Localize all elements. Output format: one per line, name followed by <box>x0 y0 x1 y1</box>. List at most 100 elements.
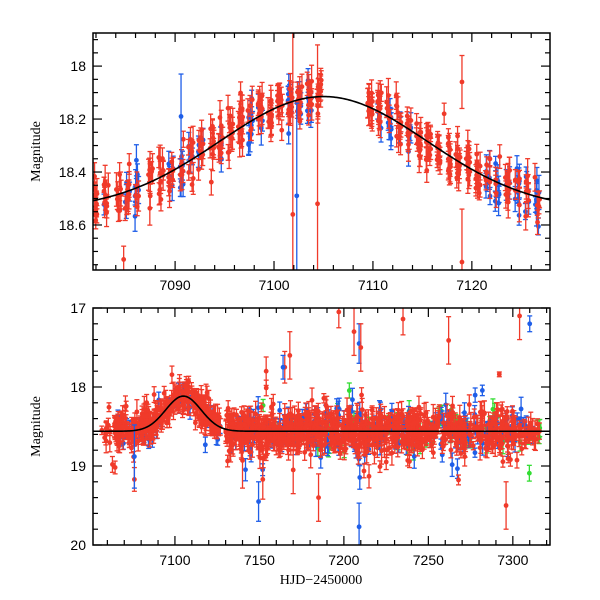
data-point-blue <box>472 387 478 403</box>
data-point-red <box>459 54 465 110</box>
data-point-red <box>389 440 395 466</box>
model-curve <box>93 95 550 202</box>
data-point-blue <box>357 465 363 490</box>
data-point-red <box>278 86 284 114</box>
data-point-red <box>423 123 429 149</box>
data-point-red <box>387 412 393 429</box>
data-point-red <box>441 102 447 126</box>
data-point-red <box>208 168 214 196</box>
data-point-red <box>170 381 176 410</box>
data-point-red <box>359 433 365 453</box>
bottom-panel-frame <box>92 307 551 546</box>
data-point-red <box>329 426 335 442</box>
data-point-red <box>259 422 265 448</box>
data-point-red <box>279 119 285 142</box>
data-point-red <box>506 156 512 185</box>
x-tick-label: 7200 <box>328 552 359 568</box>
data-point-red <box>532 162 538 192</box>
data-point-red <box>170 156 176 182</box>
data-point-red <box>428 422 434 433</box>
data-point-red <box>240 432 246 489</box>
data-point-red <box>226 113 232 134</box>
data-point-red <box>138 422 144 442</box>
data-point-red <box>379 420 385 447</box>
data-point-red <box>376 92 382 126</box>
data-point-red <box>516 187 522 223</box>
data-point-red <box>466 141 472 157</box>
data-point-red <box>371 435 377 446</box>
data-point-red <box>445 161 451 181</box>
data-point-red <box>429 437 435 452</box>
data-point-red <box>209 131 215 159</box>
data-point-red <box>363 438 369 450</box>
data-point-red <box>369 405 375 415</box>
data-point-red <box>430 446 436 459</box>
data-point-red <box>156 146 162 169</box>
top-panel-model-curve-group <box>93 95 550 202</box>
data-point-red <box>487 150 493 168</box>
data-point-red <box>404 106 410 126</box>
x-tick-label: 7110 <box>358 277 388 293</box>
bottom-panel-data <box>99 308 543 545</box>
data-point-blue <box>178 73 184 160</box>
data-point-red <box>386 440 392 456</box>
y-tick-label: 18.6 <box>59 217 86 233</box>
data-point-red <box>439 432 445 455</box>
data-point-red <box>497 144 503 170</box>
data-point-blue <box>356 502 362 545</box>
bottom-panel-model-curve-group <box>93 395 550 433</box>
data-point-red <box>290 445 296 495</box>
x-tick-label: 7090 <box>160 277 191 293</box>
data-point-red <box>459 208 465 270</box>
data-point-red <box>405 454 411 467</box>
data-point-red <box>103 422 109 443</box>
data-point-red <box>225 409 231 424</box>
data-point-red <box>351 308 357 357</box>
data-point-red <box>121 245 127 270</box>
data-point-red <box>155 401 161 417</box>
data-point-red <box>383 453 389 471</box>
y-tick-label: 18.4 <box>59 164 86 180</box>
data-point-red <box>101 176 107 194</box>
data-point-red <box>270 393 276 415</box>
data-point-red <box>302 443 308 461</box>
top-panel: 7090 7100 7110 7120 18 18.2 18.4 18.6 Magnitud… <box>29 32 551 293</box>
data-point-red <box>450 407 456 418</box>
data-point-red <box>287 331 293 380</box>
bottom-panel-x-axis-title: HJD−2450000 <box>280 573 363 588</box>
data-point-red <box>292 405 298 429</box>
y-tick-label: 18.2 <box>59 111 86 127</box>
bottom-panel-y-tick-labels: 17 18 19 20 <box>70 300 86 553</box>
data-point-red <box>294 81 300 103</box>
data-point-red <box>296 97 302 119</box>
data-point-red <box>305 433 311 449</box>
data-point-red <box>242 410 248 439</box>
top-panel-y-tick-labels: 18 18.2 18.4 18.6 <box>59 58 86 233</box>
data-point-red <box>473 179 479 197</box>
data-point-red <box>393 96 399 115</box>
data-point-red <box>268 104 274 125</box>
data-point-red <box>359 387 365 403</box>
data-point-blue <box>479 384 485 397</box>
data-point-red <box>229 423 235 443</box>
data-point-red <box>181 404 187 414</box>
data-point-red <box>117 200 123 222</box>
data-point-red <box>336 308 342 329</box>
data-point-red <box>523 202 529 231</box>
data-point-red <box>276 432 282 452</box>
data-point-red <box>200 128 206 160</box>
data-point-red <box>394 124 400 148</box>
data-point-red <box>238 418 244 429</box>
data-point-red <box>225 94 231 122</box>
data-point-green <box>526 464 532 482</box>
bottom-panel-x-tick-labels: 7100 7150 7200 7250 7300 <box>159 552 528 568</box>
data-point-red <box>496 371 502 378</box>
data-point-red <box>495 402 501 418</box>
y-tick-label: 19 <box>70 458 86 474</box>
data-point-red <box>474 143 480 165</box>
data-point-red <box>365 87 371 119</box>
data-point-blue <box>286 122 292 145</box>
x-tick-label: 7150 <box>244 552 275 568</box>
data-point-red <box>334 410 340 428</box>
data-point-red <box>146 158 152 191</box>
